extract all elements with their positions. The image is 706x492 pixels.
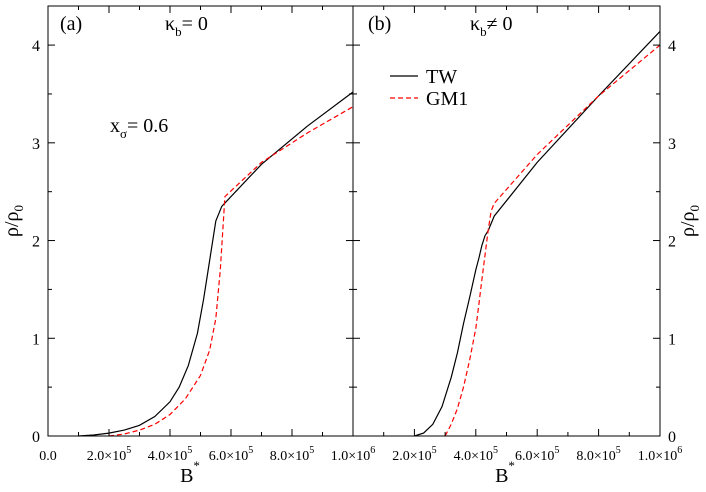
left-y-tick-label: 0 bbox=[32, 429, 40, 446]
ylabel-right-text: ρ/ρ bbox=[677, 211, 699, 237]
panel-a-x-tick-label: 6.0×105 bbox=[209, 445, 253, 464]
panel-a-x-tick-label: 8.0×105 bbox=[270, 445, 314, 464]
panel-a-condition: κb= 0 bbox=[165, 13, 208, 39]
left-y-tick-label: 1 bbox=[32, 331, 40, 348]
panel-a-x-tick-label: 0.0 bbox=[39, 449, 57, 464]
svg-text:ρ/ρ0: ρ/ρ0 bbox=[677, 205, 702, 237]
ylabel-right-subscript: 0 bbox=[687, 205, 702, 212]
left-y-tick-label: 3 bbox=[32, 136, 40, 153]
panel-b-xlabel: B* bbox=[495, 458, 515, 487]
right-y-axis-label: ρ/ρ0 bbox=[677, 205, 702, 237]
panel-a-label: (a) bbox=[60, 13, 82, 35]
ylabel-subscript: 0 bbox=[11, 205, 26, 212]
right-y-tick-label: 1 bbox=[668, 331, 676, 348]
left-y-axis-label: ρ/ρ0 bbox=[1, 205, 26, 237]
legend: TW GM1 bbox=[390, 66, 468, 110]
right-y-tick-label: 0 bbox=[668, 429, 676, 446]
panel-b-label: (b) bbox=[368, 13, 391, 35]
legend-gm1-label: GM1 bbox=[426, 88, 468, 110]
svg-text:ρ/ρ0: ρ/ρ0 bbox=[1, 205, 26, 237]
legend-tw-label: TW bbox=[426, 66, 457, 88]
panel-a-series-tw-line bbox=[78, 91, 354, 437]
panel-b-series-gm1-line bbox=[444, 44, 661, 437]
panel-b-x-tick-label: 4.0×105 bbox=[454, 445, 498, 464]
left-y-tick-label: 2 bbox=[32, 234, 40, 251]
right-y-tick-label: 2 bbox=[668, 234, 676, 251]
panel-b-plot bbox=[414, 30, 661, 437]
panel-a-plot bbox=[78, 91, 354, 437]
panel-b-x-tick-label: 8.0×105 bbox=[576, 445, 620, 464]
panel-a-x-tick-label: 4.0×105 bbox=[148, 445, 192, 464]
panel-b-condition: κb≠ 0 bbox=[470, 13, 513, 39]
panel-a-x-tick-label: 2.0×105 bbox=[87, 445, 131, 464]
left-y-tick-label: 4 bbox=[32, 38, 40, 55]
panel-b-series-tw-line bbox=[414, 30, 661, 437]
right-y-tick-label: 3 bbox=[668, 136, 676, 153]
panel-a-x-tick-label: 1.0×106 bbox=[331, 445, 375, 464]
panel-a-frame bbox=[47, 5, 354, 437]
panel-a-series-gm1-line bbox=[108, 106, 354, 437]
panel-b-x-tick-label: 2.0×105 bbox=[392, 445, 436, 464]
panel-a-xlabel: B* bbox=[180, 458, 200, 487]
panel-b-frame bbox=[352, 5, 661, 437]
axis-ticks: 0 1 2 3 4 0.0 2.0×105 4.0×105 6.0×105 8.0×105 1.0×… bbox=[32, 6, 682, 464]
panel-b-x-tick-label: 1.0×106 bbox=[638, 445, 682, 464]
right-y-tick-label: 4 bbox=[668, 38, 676, 55]
panel-a-annotation: xσ= 0.6 bbox=[110, 115, 168, 141]
ylabel-text: ρ/ρ bbox=[1, 211, 23, 237]
panel-b-x-tick-label: 6.0×105 bbox=[515, 445, 559, 464]
